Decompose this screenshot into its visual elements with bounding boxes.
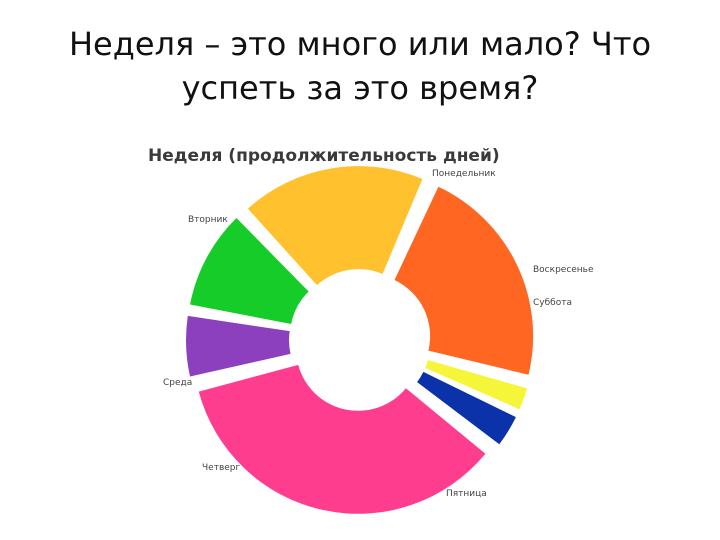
slice-label-5: Четверг xyxy=(202,463,241,473)
slide-title: Неделя – это много или мало? Что успеть … xyxy=(40,22,680,110)
slice-label-4: Пятница xyxy=(446,489,487,499)
chart-title: Неделя (продолжительность дней) xyxy=(148,146,500,166)
slice-5 xyxy=(186,315,291,377)
slice-7 xyxy=(247,166,423,286)
slice-label-3: Суббота xyxy=(533,298,572,308)
slice-4 xyxy=(198,364,486,514)
slice-2 xyxy=(425,360,528,410)
slice-label-2: Воскресенье xyxy=(533,265,594,275)
slice-label-1: Понедельник xyxy=(432,169,496,179)
slice-3 xyxy=(417,371,516,445)
slide-title-line1: Неделя – это много или мало? Что xyxy=(68,25,652,63)
slice-label-7: Вторник xyxy=(188,215,228,225)
slice-6 xyxy=(190,218,309,325)
slice-label-6: Среда xyxy=(163,378,192,388)
slice-1 xyxy=(394,186,534,375)
slide-title-line2: успеть за это время? xyxy=(181,69,539,107)
